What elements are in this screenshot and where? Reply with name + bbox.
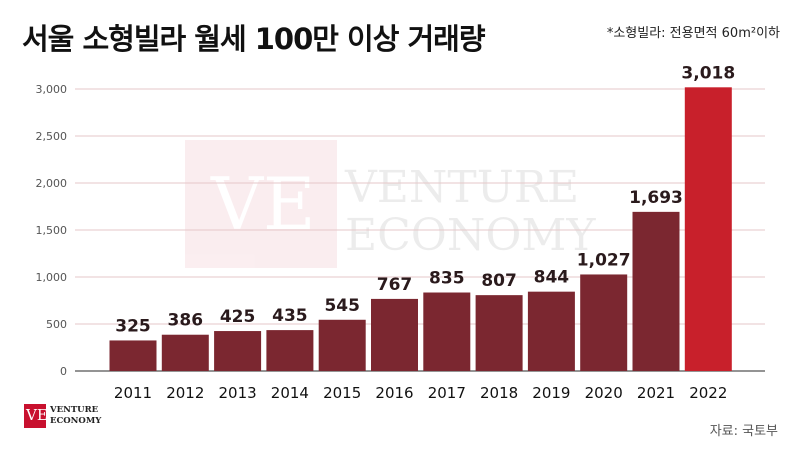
watermark-text: VENTURE ECONOMY bbox=[345, 164, 596, 260]
x-tick-label: 2020 bbox=[585, 384, 623, 402]
y-tick-label: 2,000 bbox=[36, 177, 68, 190]
data-label: 3,018 bbox=[681, 63, 735, 83]
source-label: 자료: 국토부 bbox=[709, 424, 778, 439]
watermark-line1: VENTURE bbox=[345, 162, 580, 213]
bar bbox=[475, 295, 523, 371]
bar bbox=[580, 274, 628, 371]
watermark-mark-text: VE bbox=[211, 162, 316, 246]
x-tick-label: 2013 bbox=[219, 384, 257, 402]
bar bbox=[161, 334, 209, 371]
logo-line2: ECONOMY bbox=[50, 416, 102, 426]
y-tick-label: 500 bbox=[46, 318, 67, 331]
x-tick-label: 2021 bbox=[637, 384, 675, 402]
logo-mark: VE bbox=[24, 404, 48, 428]
x-tick-label: 2012 bbox=[166, 384, 204, 402]
data-label: 545 bbox=[324, 296, 360, 316]
bar bbox=[214, 331, 262, 371]
watermark-line2: ECONOMY bbox=[345, 210, 596, 261]
bar bbox=[371, 298, 418, 371]
data-label: 386 bbox=[168, 311, 204, 331]
y-tick-label: 0 bbox=[60, 365, 67, 378]
data-label: 325 bbox=[115, 316, 151, 336]
y-tick-label: 3,000 bbox=[36, 83, 68, 96]
bar bbox=[266, 330, 314, 371]
y-tick-label: 1,500 bbox=[36, 224, 68, 237]
bar bbox=[318, 319, 366, 371]
logo: VE VENTURE ECONOMY bbox=[24, 404, 134, 432]
x-tick-label: 2016 bbox=[375, 384, 413, 402]
logo-mark-text: VE bbox=[26, 406, 48, 424]
data-label: 1,027 bbox=[577, 250, 631, 270]
x-tick-label: 2015 bbox=[323, 384, 361, 402]
data-label: 1,693 bbox=[629, 188, 683, 208]
data-label: 844 bbox=[534, 268, 570, 288]
y-tick-label: 2,500 bbox=[36, 130, 68, 143]
data-label: 807 bbox=[481, 271, 517, 291]
logo-text: VENTURE ECONOMY bbox=[50, 405, 101, 427]
bar bbox=[109, 340, 157, 371]
bar bbox=[527, 291, 575, 371]
data-label: 435 bbox=[272, 306, 308, 326]
y-tick-label: 1,000 bbox=[36, 271, 68, 284]
x-tick-label: 2011 bbox=[114, 384, 152, 402]
watermark-mark: VE bbox=[185, 140, 337, 268]
footnote: *소형빌라: 전용면적 60m²이하 bbox=[606, 26, 780, 41]
x-tick-label: 2019 bbox=[532, 384, 570, 402]
watermark: VE VENTURE ECONOMY bbox=[185, 140, 605, 270]
bar bbox=[684, 87, 732, 372]
data-label: 767 bbox=[377, 275, 413, 295]
bar bbox=[423, 292, 471, 371]
bar bbox=[632, 211, 680, 371]
x-tick-label: 2014 bbox=[271, 384, 309, 402]
x-tick-label: 2018 bbox=[480, 384, 518, 402]
logo-line1: VENTURE bbox=[50, 405, 99, 415]
x-tick-label: 2022 bbox=[689, 384, 727, 402]
data-label: 835 bbox=[429, 269, 465, 289]
page-title: 서울 소형빌라 월세 100만 이상 거래량 bbox=[22, 22, 486, 56]
data-label: 425 bbox=[220, 307, 256, 327]
x-tick-label: 2017 bbox=[428, 384, 466, 402]
